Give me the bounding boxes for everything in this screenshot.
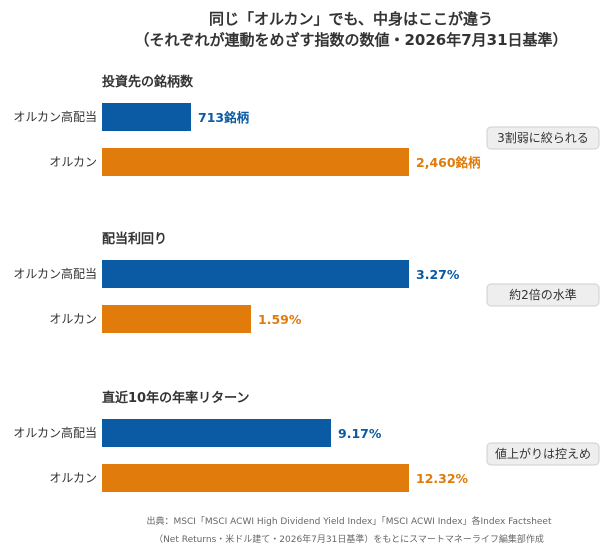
value-label: 3.27% [416,267,460,282]
panel-title: 直近10年の年率リターン [102,390,249,406]
source-line1: 出典：MSCI「MSCI ACWI High Dividend Yield In… [146,515,551,527]
panel-title: 配当利回り [102,231,167,247]
bar [102,103,191,131]
category-label: オルカン [49,471,97,485]
value-label: 9.17% [338,426,382,441]
bar [102,148,409,176]
category-label: オルカン高配当 [13,425,97,440]
panel-title: 投資先の銘柄数 [102,74,194,90]
chart-title-line2: （それぞれが連動をめざす指数の数値・2026年7月31日基準） [134,31,567,49]
category-label: オルカン [49,312,97,326]
category-label: オルカン高配当 [13,266,97,281]
bar [102,419,331,447]
value-label: 12.32% [416,471,469,486]
note-badge [486,126,600,150]
note-badge [486,442,600,466]
note-text: 値上がりは控えめ [495,446,591,461]
category-label: オルカン [49,155,97,169]
note-badge [486,283,600,307]
bar [102,464,409,492]
value-label: 713銘柄 [198,110,250,125]
chart-title-line1: 同じ「オルカン」でも、中身はここが違う [209,10,493,28]
bar [102,305,251,333]
source-line2: （Net Returns・米ドル建て・2026年7月31日基準）をもとにスマート… [154,533,544,545]
note-text: 3割弱に絞られる [497,130,589,145]
value-label: 2,460銘柄 [416,155,481,170]
value-label: 1.59% [258,312,302,327]
bar [102,260,409,288]
category-label: オルカン高配当 [13,109,97,124]
note-text: 約2倍の水準 [509,287,577,302]
